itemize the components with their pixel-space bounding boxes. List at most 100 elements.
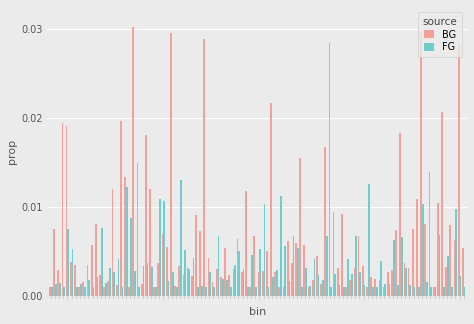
Bar	[226, 280, 228, 296]
Bar	[372, 287, 374, 296]
Bar	[143, 266, 144, 296]
Bar	[191, 276, 192, 296]
Bar	[464, 287, 465, 296]
Bar	[458, 42, 460, 296]
Bar	[428, 171, 430, 296]
Bar	[420, 33, 422, 296]
Bar	[95, 224, 97, 296]
Bar	[145, 135, 147, 296]
Bar	[405, 268, 407, 296]
Bar	[113, 272, 115, 296]
Bar	[70, 261, 72, 296]
Bar	[243, 270, 245, 296]
Bar	[383, 287, 384, 296]
Bar	[197, 287, 199, 296]
Bar	[187, 267, 189, 296]
Bar	[66, 126, 67, 296]
Bar	[368, 183, 370, 296]
Bar	[316, 256, 318, 296]
Bar	[233, 269, 234, 296]
Bar	[254, 236, 255, 296]
Bar	[228, 275, 230, 296]
Y-axis label: prop: prop	[7, 139, 17, 164]
Bar	[347, 259, 349, 296]
Bar	[162, 234, 164, 296]
Bar	[249, 287, 251, 296]
Bar	[120, 121, 122, 296]
Bar	[437, 203, 439, 296]
Bar	[451, 287, 453, 296]
Bar	[251, 255, 253, 296]
Bar	[255, 287, 257, 296]
Bar	[67, 229, 69, 296]
Bar	[87, 265, 88, 296]
Bar	[280, 196, 282, 296]
Bar	[213, 287, 215, 296]
Bar	[88, 280, 90, 296]
Bar	[301, 287, 303, 296]
Bar	[439, 235, 440, 296]
Bar	[182, 275, 184, 296]
Bar	[293, 237, 294, 296]
Bar	[124, 177, 126, 296]
Bar	[259, 249, 261, 296]
Bar	[218, 236, 219, 296]
Bar	[84, 287, 86, 296]
Bar	[422, 204, 424, 296]
Bar	[149, 189, 151, 296]
Bar	[234, 265, 236, 296]
Bar	[168, 281, 169, 296]
Bar	[287, 241, 289, 296]
Bar	[462, 248, 464, 296]
Bar	[366, 287, 368, 296]
Bar	[216, 269, 218, 296]
Bar	[314, 259, 315, 296]
Bar	[76, 287, 78, 296]
Bar	[208, 258, 210, 296]
Bar	[237, 239, 238, 296]
Bar	[278, 287, 280, 296]
Bar	[82, 282, 84, 296]
Bar	[49, 287, 51, 296]
Bar	[441, 112, 443, 296]
Bar	[80, 284, 82, 296]
Bar	[205, 287, 207, 296]
Bar	[412, 229, 414, 296]
Bar	[164, 201, 165, 296]
Bar	[308, 287, 310, 296]
Bar	[351, 274, 353, 296]
Bar	[92, 287, 94, 296]
Bar	[222, 279, 224, 296]
Bar	[335, 274, 336, 296]
Bar	[170, 33, 172, 296]
Bar	[230, 287, 232, 296]
Bar	[328, 43, 330, 296]
Bar	[199, 231, 201, 296]
Bar	[184, 250, 186, 296]
Bar	[53, 229, 55, 296]
Bar	[132, 27, 134, 296]
Bar	[272, 277, 273, 296]
Bar	[134, 271, 136, 296]
Bar	[370, 277, 372, 296]
Bar	[174, 286, 176, 296]
Bar	[358, 236, 359, 296]
Bar	[203, 39, 205, 296]
Bar	[343, 287, 345, 296]
Bar	[141, 284, 143, 296]
Bar	[443, 287, 445, 296]
Bar	[97, 277, 99, 296]
Bar	[408, 269, 410, 296]
Bar	[262, 271, 264, 296]
Bar	[414, 287, 415, 296]
Bar	[401, 237, 403, 296]
Bar	[445, 267, 447, 296]
Bar	[137, 163, 138, 296]
Bar	[324, 147, 326, 296]
Bar	[403, 263, 405, 296]
Bar	[433, 287, 435, 296]
Bar	[337, 268, 338, 296]
Bar	[449, 225, 451, 296]
Bar	[247, 287, 248, 296]
Bar	[159, 199, 161, 296]
